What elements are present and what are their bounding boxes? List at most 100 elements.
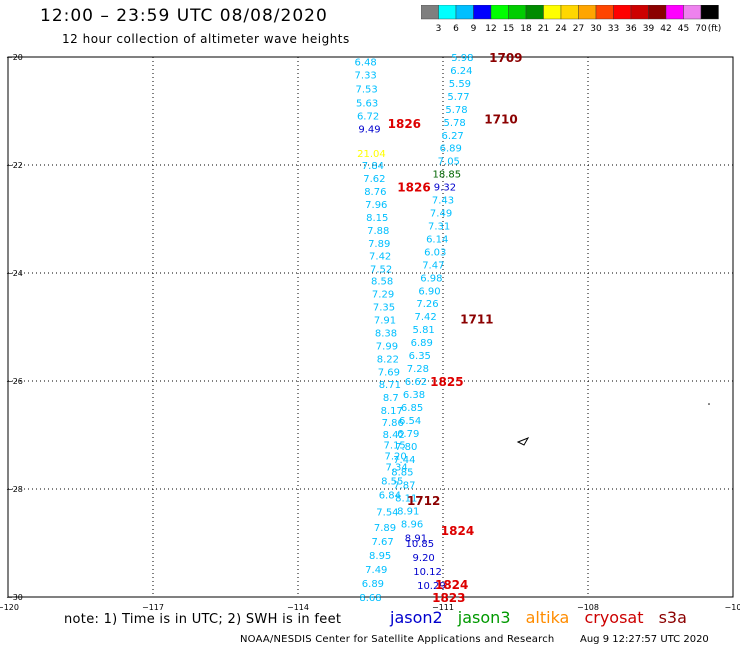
wave-height-label: 7.99 [376, 341, 398, 352]
chart-subtitle: 12 hour collection of altimeter wave hei… [62, 32, 350, 46]
wave-height-label: 7.49 [365, 565, 387, 576]
scale-label: 12 [485, 24, 496, 34]
wave-height-label: 7.35 [373, 302, 395, 313]
scale-label: 42 [660, 24, 671, 34]
wave-height-label: 7.20 [385, 452, 407, 463]
legend-jason3: jason3 [457, 608, 511, 627]
wave-height-label: 7.89 [368, 239, 390, 250]
wave-height-label: 7.84 [362, 161, 384, 172]
wave-height-label: 8.17 [381, 406, 403, 417]
wave-height-label: 10.29 [417, 581, 446, 592]
scale-label: 70 [695, 24, 707, 34]
wave-height-label: 21.04 [357, 149, 386, 160]
wave-height-label: 7.15 [384, 441, 406, 452]
scale-label: 36 [625, 24, 637, 34]
wave-height-label: 6.62 [405, 377, 427, 388]
wave-height-label: 5.78 [443, 118, 465, 129]
wave-height-label: 7.86 [382, 418, 404, 429]
scale-swatch [648, 5, 667, 20]
wave-height-label: 6.85 [401, 403, 423, 414]
wave-height-label: 8.58 [371, 277, 393, 288]
wave-height-label: 7.69 [378, 367, 400, 378]
wave-height-label: 6.48 [355, 57, 377, 68]
wave-height-label: 6.89 [411, 338, 433, 349]
y-tick-label: −20 [6, 53, 23, 62]
y-tick-label: −22 [6, 161, 23, 170]
scale-swatch [700, 5, 719, 20]
wave-height-label: 7.49 [430, 209, 452, 220]
scale-label: 45 [678, 24, 689, 34]
scale-label: 27 [573, 24, 584, 34]
wave-height-label: 6.89 [440, 144, 462, 155]
x-tick-label: −117 [142, 603, 164, 612]
wave-height-label: 18.85 [433, 170, 462, 181]
wave-height-label: 5.77 [447, 92, 469, 103]
pass-time-label: 1826 [397, 181, 430, 195]
legend-cryosat: cryosat [584, 608, 644, 627]
wave-height-label: 7.96 [365, 200, 387, 211]
wave-height-label: 6.14 [426, 234, 448, 245]
x-tick-label: −120 [0, 603, 19, 612]
wave-height-label: 8.91 [405, 534, 427, 545]
footnote: note: 1) Time is in UTC; 2) SWH is in fe… [64, 612, 342, 627]
wave-height-label: 8.85 [391, 468, 413, 479]
wave-height-label: 7.88 [367, 226, 389, 237]
y-tick-label: −30 [6, 593, 23, 602]
scale-label: 21 [538, 24, 549, 34]
wave-height-label: 8.95 [369, 551, 391, 562]
scale-label: 33 [608, 24, 619, 34]
wave-height-label: 6.79 [397, 429, 419, 440]
pass-time-label: 1826 [388, 117, 421, 131]
timestamp: Aug 9 12:27:57 UTC 2020 [580, 634, 709, 645]
wave-height-label: 7.67 [371, 537, 393, 548]
scale-swatch [455, 5, 474, 20]
wave-height-label: 6.24 [450, 66, 472, 77]
wave-height-label: 6.98 [420, 273, 442, 284]
pass-time-label: 1825 [430, 375, 463, 389]
x-tick-label: −10 [725, 603, 740, 612]
wave-height-label: 10.12 [413, 567, 442, 578]
credit-line: NOAA/NESDIS Center for Satellite Applica… [240, 634, 555, 645]
scale-label: 15 [503, 24, 514, 34]
wave-height-label: 7.26 [416, 299, 438, 310]
wave-height-label: 9.20 [413, 553, 435, 564]
chart-title: 12:00 – 23:59 UTC 08/08/2020 [40, 6, 328, 26]
wave-height-label: 8.91 [397, 507, 419, 518]
legend-altika: altika [525, 608, 570, 627]
wave-height-label: 8.7 [383, 393, 399, 404]
wave-height-label: 7.33 [355, 70, 377, 81]
scale-unit: (ft) [708, 24, 722, 34]
wave-height-label: 7.53 [356, 84, 378, 95]
wave-height-label: 8.68 [359, 593, 381, 604]
wave-height-label: 8.15 [366, 213, 388, 224]
wave-height-label: 6.54 [399, 416, 421, 427]
y-tick-label: −28 [6, 485, 23, 494]
plot-frame [7, 56, 734, 598]
scale-swatch [578, 5, 597, 20]
wave-height-label: 8.42 [383, 430, 405, 441]
pass-time-label: 1709 [489, 51, 522, 65]
wave-height-label: 7.52 [370, 265, 392, 276]
wave-height-label: 7.62 [363, 174, 385, 185]
wave-height-label: 7.42 [369, 252, 391, 263]
wave-height-label: 10.85 [405, 539, 434, 550]
pass-time-label: 1824 [435, 578, 468, 592]
scale-label: 9 [471, 24, 477, 34]
y-tick-label: −26 [6, 377, 23, 386]
scale-swatch [421, 5, 439, 20]
wave-height-label: 7.54 [376, 508, 398, 519]
scale-swatch [508, 5, 527, 20]
scale-label: 24 [555, 24, 567, 34]
wave-height-label: 7.47 [422, 260, 444, 271]
wave-height-label: 5.78 [445, 105, 467, 116]
wave-height-label: 5.59 [449, 79, 471, 90]
island-outline [516, 437, 530, 446]
wave-height-label: 8.76 [364, 187, 386, 198]
pass-time-label: 1823 [432, 591, 465, 605]
wave-height-label: 7.28 [407, 364, 429, 375]
legend-jason2: jason2 [390, 608, 443, 627]
wave-height-label: 6.03 [424, 247, 446, 258]
wave-height-label: 8.96 [401, 520, 423, 531]
wave-height-label: 7.31 [428, 221, 450, 232]
scale-swatch [560, 5, 579, 20]
